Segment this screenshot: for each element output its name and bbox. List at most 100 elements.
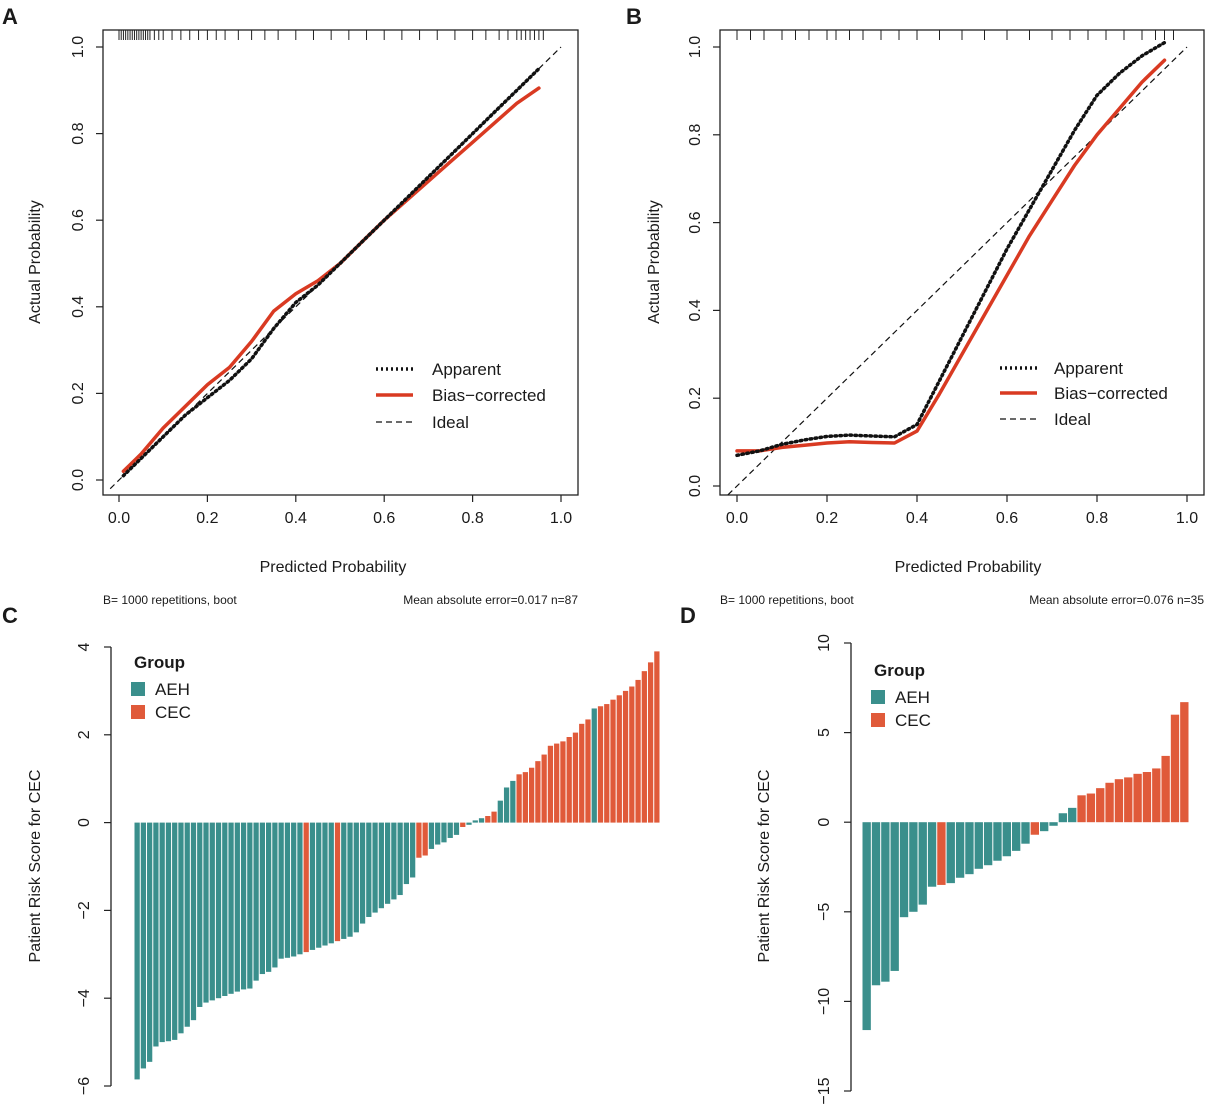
bar-aeh: [259, 822, 265, 975]
bar-cec: [522, 772, 528, 823]
y-axis-label: Patient Risk Score for CEC: [27, 770, 44, 963]
bar-cec: [585, 719, 591, 823]
x-tick-label: 0.0: [726, 510, 748, 527]
bar-aeh: [591, 708, 597, 823]
legend: Group AEH CEC: [131, 653, 191, 722]
y-tick-label: 0.4: [70, 296, 87, 318]
legend-label-aeh: AEH: [155, 680, 190, 699]
bar-cec: [1086, 793, 1096, 823]
y-axis-label: Patient Risk Score for CEC: [756, 770, 773, 963]
bar-aeh: [316, 822, 322, 948]
bar-cec: [1105, 782, 1114, 823]
bar-aeh: [909, 822, 918, 912]
bar-aeh: [384, 822, 391, 904]
panel-letter-a: A: [2, 4, 18, 29]
y-tick-label: −2: [76, 901, 93, 919]
bar-aeh: [253, 822, 259, 981]
bar-aeh: [447, 822, 453, 838]
bar-cec: [1142, 772, 1152, 823]
bar-aeh: [918, 822, 927, 905]
bar-cec: [516, 774, 522, 823]
bar-cec: [629, 686, 635, 823]
panel-letter-c: C: [2, 603, 18, 628]
bar-cec: [535, 761, 541, 823]
bar-aeh: [466, 822, 472, 825]
y-tick-label: 0.6: [687, 211, 704, 233]
bar-aeh: [946, 822, 955, 884]
y-tick-label: −5: [816, 903, 833, 921]
bar-aeh: [397, 822, 403, 896]
legend-swatch-cec: [871, 713, 885, 727]
legend-label-cec: CEC: [155, 703, 191, 722]
bar-aeh: [215, 822, 222, 999]
bar-cec: [635, 679, 641, 823]
plot-frame: [102, 29, 579, 496]
bar-aeh: [234, 822, 240, 992]
y-tick-label: 0.8: [687, 124, 704, 146]
footer-right: Mean absolute error=0.076 n=35: [1029, 593, 1204, 607]
legend-swatch-aeh: [871, 690, 885, 704]
bar-cec: [1170, 714, 1180, 823]
bar-aeh: [140, 822, 147, 1069]
bar-cec: [937, 822, 946, 885]
bar-aeh: [309, 822, 316, 950]
bar-aeh: [291, 822, 297, 957]
bar-aeh: [266, 822, 272, 972]
bar-aeh: [862, 822, 871, 1031]
bar-aeh: [993, 822, 1002, 861]
bar-cec: [416, 822, 422, 858]
bar-aeh: [134, 822, 140, 1080]
y-tick-label: 1.0: [70, 36, 87, 58]
bar-cec: [1152, 768, 1161, 823]
bar-aeh: [435, 822, 441, 845]
bar-aeh: [272, 822, 278, 968]
x-tick-label: 1.0: [550, 510, 572, 527]
x-tick-label: 0.0: [108, 510, 130, 527]
bar-cec: [485, 816, 491, 823]
bar-aeh: [927, 822, 937, 887]
bar-cec: [334, 822, 341, 942]
bar-aeh: [147, 822, 153, 1062]
x-axis-label: Predicted Probability: [260, 559, 407, 576]
legend: Apparent Bias−corrected Ideal: [376, 360, 546, 432]
bar-aeh: [890, 822, 899, 971]
y-tick-label: 0.6: [70, 209, 87, 231]
bar-aeh: [184, 822, 190, 1027]
bar-cec: [1096, 788, 1105, 823]
y-tick-label: −4: [76, 989, 93, 1007]
bar-cec: [572, 732, 579, 823]
bar-aeh: [240, 822, 247, 990]
legend: Group AEH CEC: [871, 661, 931, 730]
bar-aeh: [391, 822, 397, 900]
bar-cec: [491, 811, 497, 823]
legend-title: Group: [874, 661, 925, 680]
bar-cec: [610, 699, 616, 823]
x-tick-label: 0.2: [196, 510, 218, 527]
bar-cec: [1030, 822, 1040, 835]
bar-cec: [622, 690, 629, 823]
x-tick-label: 0.8: [461, 510, 483, 527]
y-tick-label: 0: [76, 818, 93, 827]
legend-label-bias-corrected: Bias−corrected: [1054, 384, 1168, 403]
legend-label-apparent: Apparent: [1054, 359, 1123, 378]
bar-cec: [566, 737, 572, 823]
footer-left: B= 1000 repetitions, boot: [720, 593, 854, 607]
legend-label-bias-corrected: Bias−corrected: [432, 386, 546, 405]
bar-cec: [647, 662, 654, 823]
bar-cec: [541, 754, 547, 823]
bar-aeh: [1068, 807, 1077, 823]
bar-cec: [597, 706, 604, 823]
bar-cec: [1133, 773, 1142, 823]
x-tick-label: 0.6: [373, 510, 395, 527]
bar-aeh: [1040, 822, 1049, 832]
bar-aeh: [366, 822, 372, 917]
bar-cec: [1077, 795, 1086, 823]
bar-aeh: [203, 822, 209, 1003]
series-line-apparent: [735, 40, 1167, 458]
series-line-apparent: [121, 66, 541, 478]
bar-cec: [616, 695, 622, 823]
bar-cec: [303, 822, 309, 953]
calibration-plot-a: 0.0 0.2 0.4 0.6 0.8 1.0 0.0 0.2 0.4 0.6 0.8 1.0 Pre…: [27, 29, 579, 607]
legend-swatch-aeh: [131, 682, 145, 696]
